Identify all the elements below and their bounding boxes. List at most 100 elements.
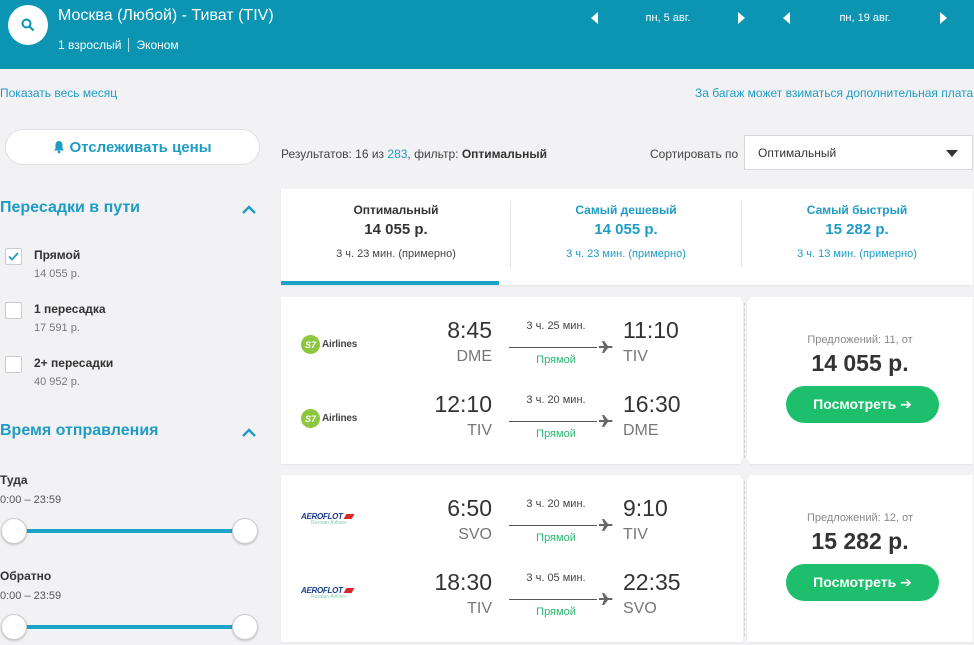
active-filter: Оптимальный	[461, 147, 547, 161]
checkbox-direct[interactable]	[5, 248, 22, 265]
tab-duration: 3 ч. 13 мин. (примерно)	[797, 248, 917, 260]
outbound-time-label: Туда	[0, 473, 28, 487]
view-offer-button[interactable]: Посмотреть ➔	[786, 564, 939, 601]
tab-name: Оптимальный	[353, 203, 439, 217]
airline-name: AEROFLOT	[301, 586, 343, 595]
bell-icon	[54, 141, 65, 154]
slider-handle-start[interactable]	[1, 614, 27, 640]
ticket-notch	[740, 470, 750, 480]
stops-option-label: 1 пересадка	[34, 302, 106, 316]
flight-segment-outbound: AEROFLOT Russian Airlines 6:50 SVO 3 ч. …	[281, 495, 743, 555]
filter-prefix: , фильтр:	[407, 147, 459, 161]
return-time-slider[interactable]	[1, 612, 258, 642]
outbound-time-slider[interactable]	[1, 516, 258, 546]
prev-date-back-icon[interactable]	[783, 12, 790, 24]
arrival-airport: SVO	[623, 600, 657, 617]
segment-duration: 3 ч. 05 мин.	[526, 572, 586, 584]
plane-icon	[599, 341, 613, 353]
tab-duration: 3 ч. 23 мин. (примерно)	[336, 248, 456, 260]
results-total-link[interactable]: 283	[387, 147, 408, 161]
segment-type: Прямой	[536, 606, 576, 618]
track-prices-label: Отслеживать цены	[69, 138, 212, 156]
date-back-picker: пн, 19 авг.	[783, 9, 947, 27]
trip-params[interactable]: 1 взрослый Эконом	[58, 38, 179, 52]
prev-date-out-icon[interactable]	[591, 12, 598, 24]
departure-airport: SVO	[458, 526, 492, 543]
tab-price: 14 055 р.	[364, 221, 428, 238]
aeroflot-logo-icon: AEROFLOT Russian Airlines	[301, 512, 355, 526]
checkmark-icon	[8, 252, 19, 261]
slider-handle-end[interactable]	[232, 518, 258, 544]
next-date-back-icon[interactable]	[940, 12, 947, 24]
view-offer-button[interactable]: Посмотреть ➔	[786, 386, 939, 423]
sort-label: Сортировать по	[650, 147, 739, 161]
departure-airport: DME	[456, 348, 492, 365]
price-panel: Предложений: 11, от 14 055 р. Посмотреть…	[747, 297, 973, 464]
airline-name: AEROFLOT	[301, 512, 343, 521]
route-line	[509, 347, 597, 348]
flight-price: 15 282 р.	[811, 528, 909, 554]
date-out-picker: пн, 5 авг.	[591, 9, 745, 27]
departure-airport: TIV	[467, 600, 492, 617]
divider	[510, 201, 511, 267]
sort-select[interactable]: Оптимальный	[744, 135, 973, 170]
airline-logo: AEROFLOT Russian Airlines	[301, 512, 355, 526]
flight-card[interactable]: AEROFLOT Russian Airlines 6:50 SVO 3 ч. …	[281, 470, 973, 642]
tab-price: 14 055 р.	[594, 221, 658, 238]
airline-logo: AEROFLOT Russian Airlines	[301, 586, 355, 600]
date-out[interactable]: пн, 5 авг.	[645, 12, 691, 24]
aeroflot-logo-icon: AEROFLOT Russian Airlines	[301, 586, 355, 600]
airline-name: Airlines	[322, 339, 358, 350]
offers-count: Предложений: 12, от	[806, 512, 914, 524]
search-icon	[21, 18, 35, 32]
chevron-up-icon[interactable]	[242, 428, 256, 437]
segment-type: Прямой	[536, 532, 576, 544]
arrival-time: 22:35	[623, 569, 681, 595]
search-button[interactable]	[8, 5, 48, 45]
stops-filter-title[interactable]: Пересадки в пути	[0, 199, 141, 216]
next-date-out-icon[interactable]	[738, 12, 745, 24]
flight-segments: S7 Airlines 8:45 DME 3 ч. 25 мин. Прямой…	[281, 297, 743, 464]
segment-duration: 3 ч. 20 мин.	[526, 498, 586, 510]
flight-card[interactable]: S7 Airlines 8:45 DME 3 ч. 25 мин. Прямой…	[281, 292, 973, 469]
tab-duration: 3 ч. 23 мин. (примерно)	[566, 248, 686, 260]
chevron-up-icon[interactable]	[242, 205, 256, 214]
route-line	[509, 421, 597, 422]
active-tab-indicator	[281, 281, 499, 285]
divider	[744, 303, 745, 458]
search-header: Москва (Любой) - Тиват (TIV) 1 взрослый …	[0, 0, 974, 69]
route-line	[509, 525, 597, 526]
tab-price: 15 282 р.	[825, 221, 889, 238]
slider-handle-end[interactable]	[232, 614, 258, 640]
date-back[interactable]: пн, 19 авг.	[839, 12, 891, 24]
flight-segment-return: AEROFLOT Russian Airlines 18:30 TIV 3 ч.…	[281, 569, 743, 629]
tab-name: Самый дешевый	[575, 203, 677, 217]
tab-fastest[interactable]: Самый быстрый 15 282 р. 3 ч. 13 мин. (пр…	[742, 189, 972, 285]
segment-duration: 3 ч. 25 мин.	[526, 320, 586, 332]
stops-option-price: 14 055 р.	[34, 268, 80, 280]
track-prices-button[interactable]: Отслеживать цены	[5, 129, 260, 165]
departure-time: 18:30	[434, 569, 492, 595]
arrival-time: 11:10	[623, 317, 679, 343]
tab-optimal[interactable]: Оптимальный 14 055 р. 3 ч. 23 мин. (прим…	[281, 189, 511, 285]
show-month-link[interactable]: Показать весь месяц	[0, 86, 118, 100]
sort-tabs: Оптимальный 14 055 р. 3 ч. 23 мин. (прим…	[281, 189, 973, 285]
passengers-count: 1 взрослый	[58, 38, 122, 52]
departure-time: 6:50	[447, 495, 492, 521]
checkbox-two-plus-stops[interactable]	[5, 356, 22, 373]
segment-type: Прямой	[536, 354, 576, 366]
departure-time-title[interactable]: Время отправления	[0, 422, 159, 439]
plane-icon	[599, 593, 613, 605]
divider	[128, 38, 130, 52]
baggage-note-link[interactable]: За багаж может взиматься дополнительная …	[695, 86, 974, 100]
tab-cheapest[interactable]: Самый дешевый 14 055 р. 3 ч. 23 мин. (пр…	[511, 189, 741, 285]
plane-icon	[599, 519, 613, 531]
stops-option-price: 17 591 р.	[34, 322, 80, 334]
outbound-time-range: 0:00 – 23:59	[0, 494, 62, 506]
slider-handle-start[interactable]	[1, 518, 27, 544]
airline-logo: S7 Airlines	[301, 409, 357, 428]
checkbox-one-stop[interactable]	[5, 302, 22, 319]
departure-airport: TIV	[467, 422, 492, 439]
route-title[interactable]: Москва (Любой) - Тиват (TIV)	[58, 7, 274, 24]
segment-duration: 3 ч. 20 мин.	[526, 394, 586, 406]
